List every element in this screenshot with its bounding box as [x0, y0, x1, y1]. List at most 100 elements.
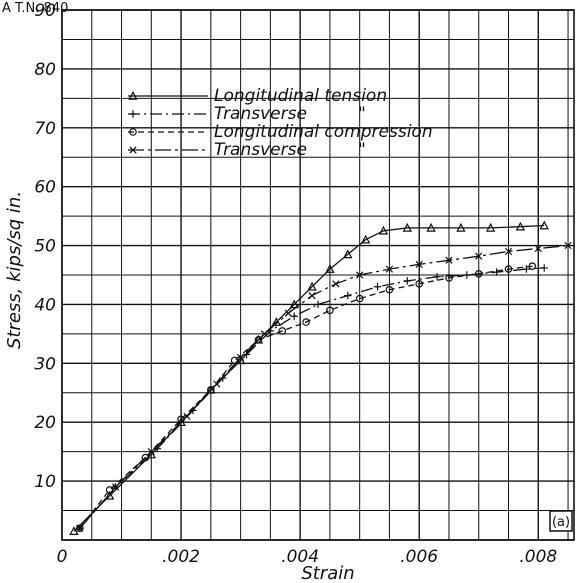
data-point	[528, 262, 537, 270]
x-tick-label: .002	[162, 547, 200, 567]
data-point	[76, 524, 84, 532]
series-1	[69, 220, 549, 535]
series-line	[73, 224, 545, 532]
legend-label: Longitudinal compression	[214, 122, 433, 142]
data-point	[332, 280, 340, 288]
data-point	[445, 256, 453, 264]
data-point	[540, 264, 548, 272]
data-point	[504, 247, 513, 256]
legend-entry: Transverse "	[128, 140, 366, 160]
data-point	[474, 270, 483, 278]
data-point	[183, 412, 191, 420]
data-point	[385, 285, 394, 294]
data-point	[426, 222, 436, 232]
data-point	[290, 312, 298, 320]
data-point	[284, 309, 292, 317]
series-layer	[69, 220, 572, 535]
data-point	[403, 277, 412, 285]
tick-labels: 0 .002 .004 .006 .008 10 20 30 40 50 60 70 80 90	[34, 1, 557, 567]
data-point	[445, 274, 453, 282]
data-point	[325, 264, 335, 273]
chart-header: A T.N. 840	[2, 1, 68, 16]
data-point	[147, 448, 155, 456]
legend-entry: Transverse "	[128, 104, 366, 124]
data-point	[522, 265, 531, 273]
data-point	[254, 335, 263, 344]
legend-ditto-mark: "	[358, 140, 366, 160]
data-point	[539, 220, 549, 230]
panel-label: (a)	[552, 515, 570, 530]
data-point	[534, 244, 542, 253]
data-point	[373, 283, 382, 291]
data-point	[308, 291, 316, 300]
data-point	[69, 526, 79, 535]
legend-marker	[128, 91, 138, 100]
y-tick-label: 30	[34, 354, 56, 374]
x-tick-label: .006	[400, 547, 438, 567]
data-point	[326, 306, 334, 315]
data-point	[213, 380, 221, 388]
data-point	[141, 453, 150, 462]
legend-ditto-mark: "	[358, 104, 366, 124]
data-point	[515, 221, 526, 231]
data-point	[415, 260, 423, 269]
data-point	[456, 222, 466, 232]
grid	[61, 9, 575, 541]
data-point	[378, 225, 389, 235]
data-point	[278, 327, 287, 335]
y-tick-label: 80	[34, 60, 56, 80]
panel-label-box	[549, 510, 573, 532]
data-point	[415, 280, 424, 288]
y-tick-label: 90	[34, 1, 56, 21]
y-tick-label: 10	[34, 472, 56, 492]
data-point	[289, 299, 299, 309]
data-point	[475, 252, 483, 260]
data-point	[504, 265, 513, 273]
data-point	[236, 353, 245, 362]
legend-label: Transverse	[214, 104, 307, 124]
data-point	[230, 356, 239, 365]
x-tick-label: .008	[519, 547, 557, 567]
data-point	[344, 291, 352, 300]
series-line	[79, 244, 569, 529]
legend-marker	[129, 146, 137, 154]
x-tick-label: .004	[281, 547, 319, 567]
y-tick-label: 20	[34, 413, 56, 433]
data-point	[385, 265, 394, 273]
y-tick-label: 60	[34, 178, 56, 198]
series-4	[76, 241, 572, 532]
x-axis-title: Strain	[301, 563, 354, 583]
data-point	[402, 222, 413, 232]
legend-entry: Longitudinal compression	[128, 122, 433, 142]
data-point	[314, 300, 322, 309]
data-point	[356, 271, 364, 279]
data-point	[207, 386, 215, 394]
legend-marker	[129, 128, 137, 136]
legend-label: Longitudinal tension	[214, 86, 387, 106]
data-point	[355, 294, 364, 303]
data-point	[343, 249, 353, 259]
data-point	[302, 318, 310, 326]
legend-entry: Longitudinal tension	[128, 86, 387, 106]
data-point	[492, 268, 501, 276]
data-point	[76, 524, 84, 533]
y-tick-label: 70	[34, 119, 56, 139]
y-tick-label: 50	[34, 237, 56, 257]
data-point	[111, 483, 120, 491]
y-tick-label: 40	[34, 295, 56, 315]
y-axis-title: Stress, kips/sq in.	[4, 191, 25, 349]
series-3	[76, 262, 537, 533]
series-line	[79, 267, 545, 529]
data-point	[271, 317, 282, 326]
data-point	[564, 241, 572, 250]
data-point	[242, 350, 251, 359]
data-point	[360, 234, 371, 244]
legend-label: Transverse	[214, 140, 307, 160]
series-2	[76, 264, 548, 532]
data-point	[307, 281, 317, 291]
data-point	[485, 222, 496, 232]
data-point	[433, 273, 441, 281]
x-tick-label: 0	[57, 547, 68, 567]
